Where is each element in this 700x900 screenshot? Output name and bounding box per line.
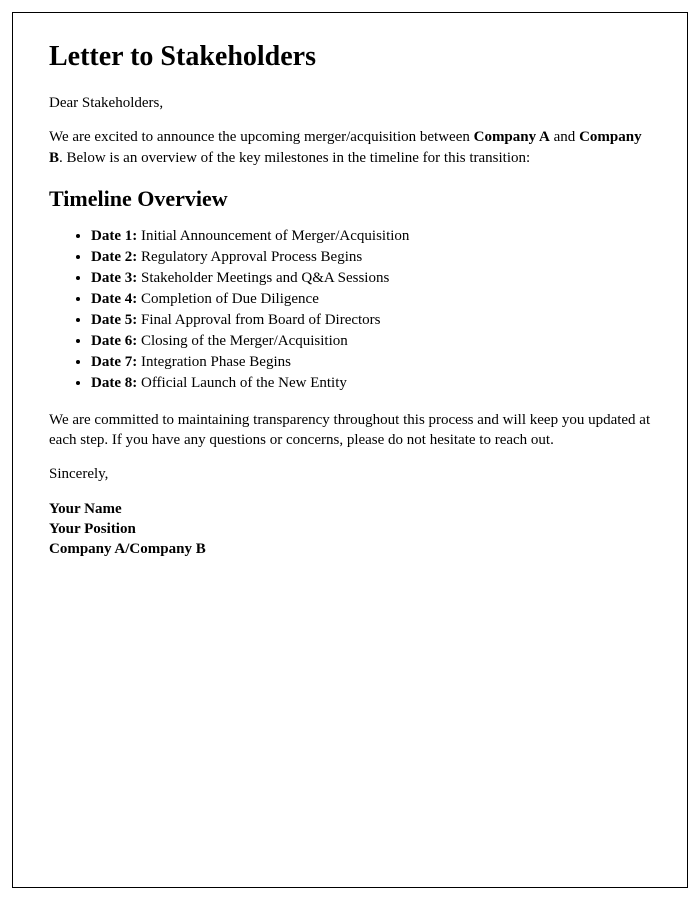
date-label: Date 2:: [91, 249, 137, 265]
date-text: Completion of Due Diligence: [137, 291, 319, 307]
signer-name: Your Name: [49, 499, 651, 519]
sincerely: Sincerely,: [49, 464, 651, 484]
intro-paragraph: We are excited to announce the upcoming …: [49, 127, 651, 168]
date-text: Initial Announcement of Merger/Acquisiti…: [137, 228, 409, 244]
date-label: Date 3:: [91, 270, 137, 286]
list-item: Date 4: Completion of Due Diligence: [91, 289, 651, 310]
closing-paragraph: We are committed to maintaining transpar…: [49, 410, 651, 451]
intro-text-3: . Below is an overview of the key milest…: [59, 150, 530, 166]
date-label: Date 4:: [91, 291, 137, 307]
date-text: Official Launch of the New Entity: [137, 375, 347, 391]
signer-position: Your Position: [49, 519, 651, 539]
date-label: Date 1:: [91, 228, 137, 244]
date-text: Closing of the Merger/Acquisition: [137, 333, 348, 349]
list-item: Date 2: Regulatory Approval Process Begi…: [91, 247, 651, 268]
date-text: Integration Phase Begins: [137, 354, 291, 370]
timeline-heading: Timeline Overview: [49, 186, 651, 212]
date-text: Stakeholder Meetings and Q&A Sessions: [137, 270, 389, 286]
page-title: Letter to Stakeholders: [49, 41, 651, 73]
date-label: Date 8:: [91, 375, 137, 391]
signature-block: Your Name Your Position Company A/Compan…: [49, 499, 651, 560]
date-text: Regulatory Approval Process Begins: [137, 249, 362, 265]
date-label: Date 6:: [91, 333, 137, 349]
intro-text-2: and: [550, 129, 579, 145]
list-item: Date 1: Initial Announcement of Merger/A…: [91, 226, 651, 247]
date-label: Date 7:: [91, 354, 137, 370]
list-item: Date 3: Stakeholder Meetings and Q&A Ses…: [91, 268, 651, 289]
greeting: Dear Stakeholders,: [49, 93, 651, 113]
document-frame: Letter to Stakeholders Dear Stakeholders…: [12, 12, 688, 888]
company-a: Company A: [474, 129, 550, 145]
date-text: Final Approval from Board of Directors: [137, 312, 380, 328]
timeline-list: Date 1: Initial Announcement of Merger/A…: [91, 226, 651, 394]
list-item: Date 7: Integration Phase Begins: [91, 352, 651, 373]
list-item: Date 8: Official Launch of the New Entit…: [91, 373, 651, 394]
list-item: Date 6: Closing of the Merger/Acquisitio…: [91, 331, 651, 352]
date-label: Date 5:: [91, 312, 137, 328]
signer-company: Company A/Company B: [49, 539, 651, 559]
list-item: Date 5: Final Approval from Board of Dir…: [91, 310, 651, 331]
intro-text-1: We are excited to announce the upcoming …: [49, 129, 474, 145]
